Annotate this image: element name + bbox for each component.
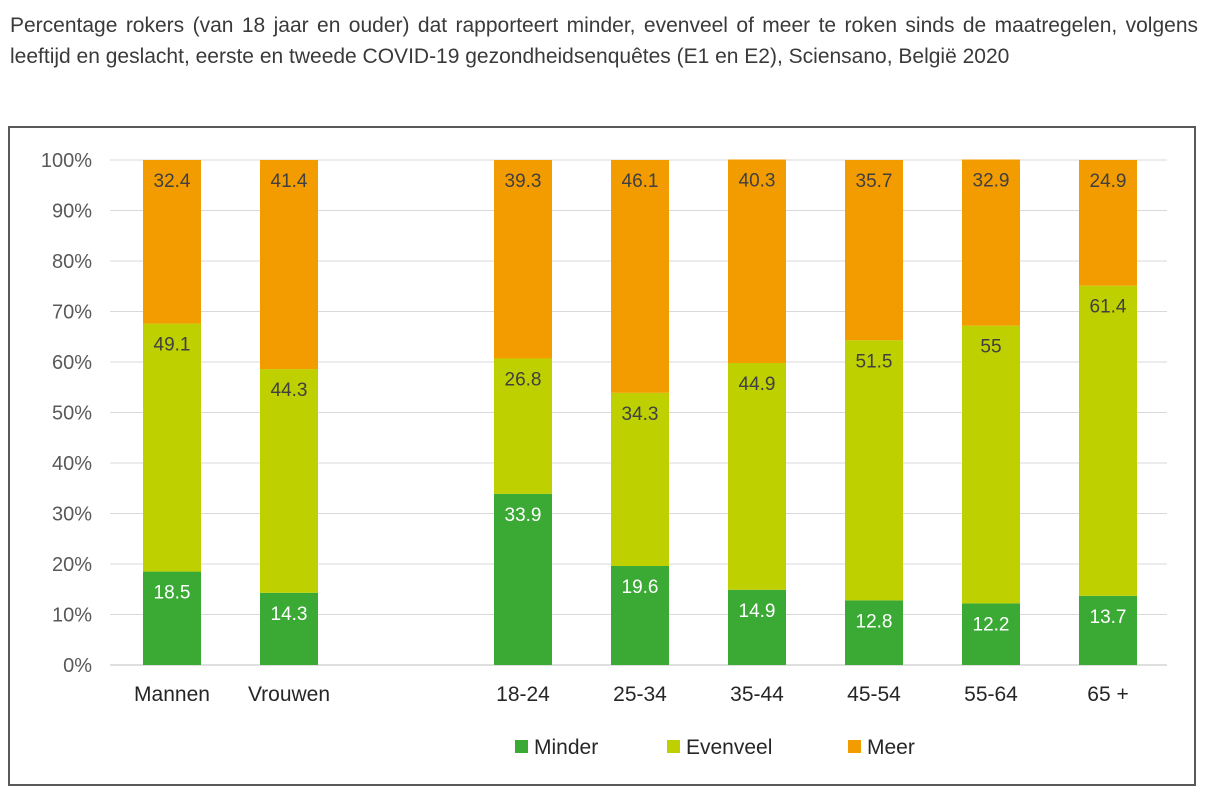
x-axis-categories: Mannen Vrouwen 18-24 25-34 35-44 45-54 55-64 65… bbox=[134, 683, 1129, 706]
data-label: 14.3 bbox=[271, 604, 308, 625]
legend-label-meer: Meer bbox=[867, 736, 915, 759]
bar-segment-evenveel bbox=[494, 358, 552, 494]
x-category-label: Vrouwen bbox=[248, 683, 330, 706]
bar-segment-meer bbox=[728, 159, 786, 364]
bar-segment-minder bbox=[611, 566, 669, 665]
legend-swatch-meer bbox=[848, 740, 861, 753]
x-category-label: 45-54 bbox=[847, 683, 901, 706]
y-tick-label: 60% bbox=[52, 352, 92, 374]
y-tick-label: 90% bbox=[52, 201, 92, 223]
bar-segment-minder bbox=[962, 603, 1020, 665]
bar-segment-evenveel bbox=[260, 369, 318, 593]
bar-segment-meer bbox=[494, 160, 552, 359]
legend-label-evenveel: Evenveel bbox=[686, 736, 772, 759]
bar-segment-meer bbox=[962, 159, 1020, 326]
bar-segment-minder bbox=[845, 600, 903, 665]
y-tick-label: 50% bbox=[52, 403, 92, 425]
bar-segment-evenveel bbox=[1079, 285, 1137, 596]
y-tick-label: 40% bbox=[52, 453, 92, 475]
data-label: 40.3 bbox=[739, 170, 776, 191]
data-label: 32.4 bbox=[154, 171, 191, 192]
bar-segment-evenveel bbox=[962, 325, 1020, 604]
bar-segment-evenveel bbox=[728, 363, 786, 590]
y-tick-label: 80% bbox=[52, 251, 92, 273]
data-label: 12.2 bbox=[973, 614, 1010, 635]
data-label: 26.8 bbox=[505, 369, 542, 390]
data-label: 61.4 bbox=[1090, 297, 1127, 318]
data-label: 34.3 bbox=[622, 404, 659, 425]
bar-segment-minder bbox=[494, 493, 552, 665]
data-label: 12.8 bbox=[856, 611, 893, 632]
bar-segment-meer bbox=[611, 160, 669, 393]
data-label: 39.3 bbox=[505, 171, 542, 192]
legend-swatch-minder bbox=[515, 740, 528, 753]
data-label: 44.3 bbox=[271, 380, 308, 401]
data-label: 55 bbox=[980, 337, 1001, 358]
x-category-label: 65 + bbox=[1087, 683, 1128, 706]
bar-segment-minder bbox=[1079, 595, 1137, 665]
x-category-label: 18-24 bbox=[496, 683, 550, 706]
legend-label-minder: Minder bbox=[534, 736, 598, 759]
x-category-label: 25-34 bbox=[613, 683, 667, 706]
bar-segment-meer bbox=[1079, 160, 1137, 286]
bar-segment-minder bbox=[728, 589, 786, 665]
data-label: 32.9 bbox=[973, 170, 1010, 191]
y-tick-label: 0% bbox=[63, 655, 92, 677]
data-label: 14.9 bbox=[739, 601, 776, 622]
data-label: 33.9 bbox=[505, 505, 542, 526]
data-label: 51.5 bbox=[856, 351, 893, 372]
x-category-label: 35-44 bbox=[730, 683, 784, 706]
y-tick-label: 20% bbox=[52, 554, 92, 576]
data-label: 13.7 bbox=[1090, 607, 1127, 628]
stacked-bar-chart: 0% 10% 20% 30% 40% 50% 60% 70% 80% 90% 100% 18.5 49… bbox=[41, 150, 1167, 759]
bar-segment-meer bbox=[143, 160, 201, 324]
legend: Minder Evenveel Meer bbox=[515, 736, 915, 759]
y-tick-label: 30% bbox=[52, 504, 92, 526]
data-label: 44.9 bbox=[739, 374, 776, 395]
data-label: 24.9 bbox=[1090, 171, 1127, 192]
bar-segment-evenveel bbox=[611, 392, 669, 567]
data-label: 18.5 bbox=[154, 583, 191, 604]
data-label: 49.1 bbox=[154, 335, 191, 356]
bars: 18.5 49.1 32.4 14.3 44.3 41.4 33.9 26.8 39.3 19.6… bbox=[143, 159, 1137, 665]
x-category-label: 55-64 bbox=[964, 683, 1018, 706]
y-axis-ticks: 0% 10% 20% 30% 40% 50% 60% 70% 80% 90% 100% bbox=[41, 150, 92, 677]
x-category-label: Mannen bbox=[134, 683, 210, 706]
y-tick-label: 70% bbox=[52, 302, 92, 324]
bar-segment-evenveel bbox=[845, 340, 903, 601]
chart-frame: 0% 10% 20% 30% 40% 50% 60% 70% 80% 90% 100% 18.5 49… bbox=[8, 126, 1196, 786]
legend-swatch-evenveel bbox=[667, 740, 680, 753]
bar-segment-meer bbox=[845, 160, 903, 341]
y-tick-label: 10% bbox=[52, 605, 92, 627]
chart-title: Percentage rokers (van 18 jaar en ouder)… bbox=[10, 14, 1198, 68]
y-tick-label: 100% bbox=[41, 150, 92, 172]
bar-segment-minder bbox=[260, 592, 318, 665]
data-label: 19.6 bbox=[622, 577, 659, 598]
data-label: 46.1 bbox=[622, 171, 659, 192]
data-label: 41.4 bbox=[271, 171, 308, 192]
bar-segment-minder bbox=[143, 571, 201, 665]
bar-segment-meer bbox=[260, 160, 318, 370]
data-label: 35.7 bbox=[856, 171, 893, 192]
bar-segment-evenveel bbox=[143, 323, 201, 572]
